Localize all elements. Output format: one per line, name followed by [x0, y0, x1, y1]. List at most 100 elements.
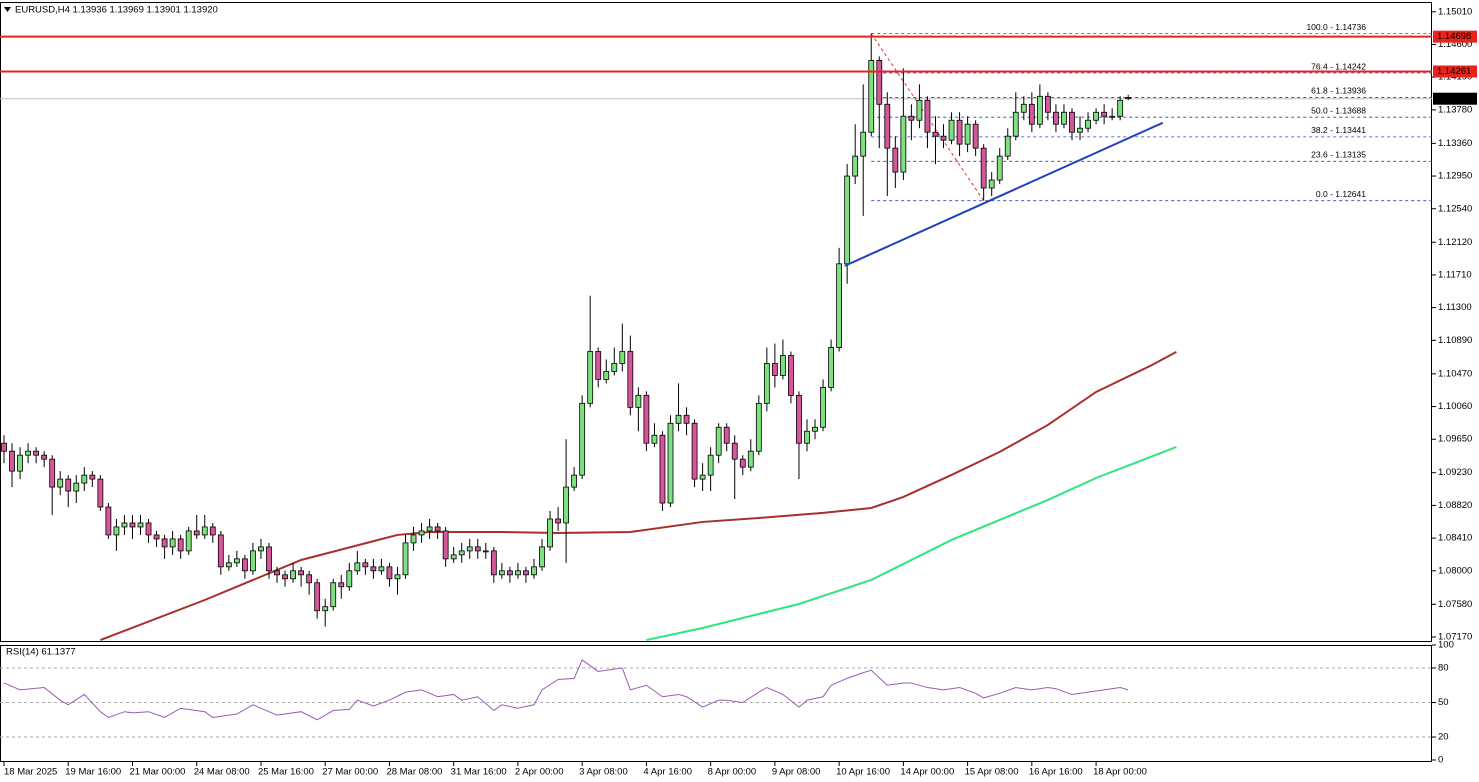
candle-body: [410, 534, 417, 544]
candle-body: [434, 526, 441, 532]
candle-body: [161, 538, 168, 548]
candle-body: [73, 482, 80, 492]
candle-body: [1061, 111, 1067, 125]
candle-body: [89, 474, 96, 480]
candle-body: [370, 566, 377, 572]
candle-body: [523, 570, 529, 576]
candle-body: [49, 458, 56, 488]
candle-body: [1125, 97, 1132, 100]
candle-body: [515, 570, 521, 576]
candle-body: [908, 115, 915, 121]
candle-body: [314, 582, 321, 612]
x-tick-label: 8 Apr 00:00: [708, 767, 757, 778]
price-box-label: 1.14261: [1437, 66, 1471, 77]
candle-body: [466, 546, 473, 552]
candle-body: [1020, 103, 1027, 113]
candle-body: [169, 538, 176, 548]
candle-body: [330, 582, 337, 608]
candle-body: [691, 422, 698, 480]
candle-body: [250, 550, 256, 572]
fib-label: 76.4 - 1.14242: [1311, 61, 1366, 71]
x-tick-label: 28 Mar 08:00: [386, 767, 442, 778]
x-tick-label: 18 Apr 00:00: [1093, 767, 1147, 778]
y-tick-label: 1.08000: [1438, 565, 1472, 576]
candle-body: [627, 351, 634, 408]
candle-body: [217, 534, 224, 568]
candle-body: [972, 123, 979, 149]
candle-body: [852, 155, 859, 177]
candle-body: [796, 394, 802, 444]
y-tick-label: 1.07170: [1438, 632, 1472, 643]
candle-body: [667, 422, 674, 504]
y-tick-label: 1.09650: [1438, 434, 1472, 445]
candle-body: [33, 450, 40, 456]
candle-body: [1053, 111, 1059, 125]
candle-body: [81, 474, 88, 484]
candle-body: [707, 454, 714, 476]
candle-body: [771, 363, 778, 376]
candle-body: [579, 402, 586, 476]
candle-body: [571, 474, 578, 488]
candle-body: [603, 371, 610, 380]
candle-body: [1093, 111, 1099, 121]
candle-body: [868, 60, 875, 133]
y-tick-label: 1.12540: [1438, 203, 1472, 214]
candle-body: [683, 414, 690, 424]
x-tick-label: 14 Apr 00:00: [900, 767, 954, 778]
rsi-title: RSI(14) 61.1377: [6, 647, 76, 658]
candle-body: [386, 566, 393, 580]
candle-body: [988, 179, 995, 189]
candle-body: [1117, 99, 1124, 117]
candle-body: [129, 522, 136, 528]
fib-label: 61.8 - 1.13936: [1311, 86, 1366, 96]
menu-triangle[interactable]: [4, 7, 11, 12]
last-price-label: 1.13920: [1437, 93, 1471, 104]
candle-body: [113, 526, 120, 536]
candle-body: [1, 442, 7, 452]
price-panel: [0, 2, 1432, 642]
candle-body: [739, 458, 746, 468]
candle-body: [378, 566, 385, 572]
candle-body: [458, 550, 465, 556]
fib-label: 0.0 - 1.12641: [1316, 189, 1366, 199]
candle-body: [940, 135, 947, 141]
candle-body: [1069, 111, 1075, 133]
chart-title: EURUSD,H4 1.13936 1.13969 1.13901 1.1392…: [15, 5, 218, 16]
candle-body: [651, 434, 658, 444]
rsi-tick-label: 100: [1438, 640, 1454, 651]
candle-body: [306, 574, 313, 584]
candle-body: [715, 426, 722, 456]
candle-body: [209, 526, 216, 536]
candle-body: [322, 606, 329, 612]
candle-body: [876, 60, 883, 105]
candle-body: [932, 131, 939, 137]
candle-body: [266, 546, 272, 572]
candle-body: [884, 103, 891, 149]
candle-body: [731, 442, 738, 460]
candle-body: [354, 562, 361, 572]
candle-body: [1101, 111, 1108, 117]
candle-body: [1004, 135, 1011, 157]
candle-body: [474, 546, 481, 552]
candle-body: [780, 355, 786, 376]
candle-body: [201, 526, 208, 536]
candle-body: [1109, 115, 1116, 118]
candle-body: [290, 570, 296, 580]
rsi-tick-label: 0: [1438, 755, 1443, 766]
rsi-tick-label: 20: [1438, 732, 1449, 743]
candle-body: [924, 99, 931, 133]
y-tick-label: 1.07580: [1438, 599, 1472, 610]
candle-body: [145, 522, 152, 536]
candle-body: [788, 355, 794, 396]
candle-body: [595, 351, 602, 380]
candle-body: [531, 566, 537, 576]
candle-body: [755, 402, 762, 452]
candle-body: [177, 538, 184, 552]
y-tick-label: 1.09230: [1438, 467, 1472, 478]
candle-body: [105, 506, 112, 536]
candle-body: [1077, 127, 1083, 133]
candle-body: [635, 394, 642, 408]
x-tick-label: 21 Mar 00:00: [129, 767, 185, 778]
